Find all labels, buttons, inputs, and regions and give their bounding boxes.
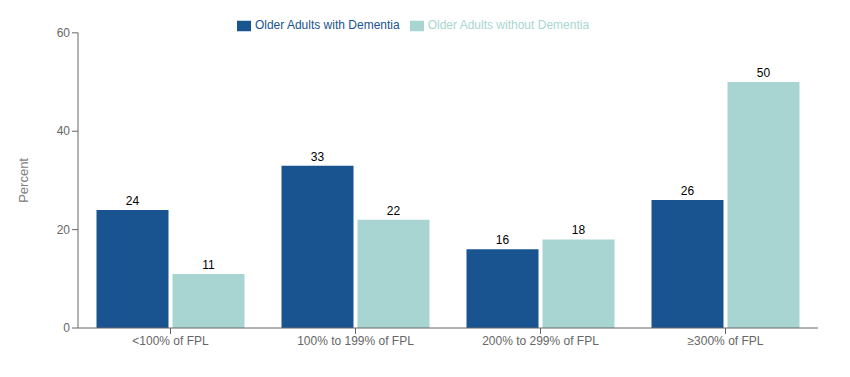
svg-text:33: 33: [311, 150, 325, 164]
svg-text:Percent: Percent: [16, 158, 31, 203]
svg-text:20: 20: [57, 223, 71, 237]
svg-text:200% to 299% of FPL: 200% to 299% of FPL: [482, 334, 599, 348]
svg-text:<100% of FPL: <100% of FPL: [132, 334, 209, 348]
svg-text:26: 26: [681, 184, 695, 198]
svg-text:16: 16: [496, 233, 510, 247]
svg-text:100% to 199% of FPL: 100% to 199% of FPL: [297, 334, 414, 348]
svg-text:0: 0: [63, 321, 70, 335]
svg-text:40: 40: [57, 124, 71, 138]
html-text:Older Adults without Dementia: Older Adults without Dementia: [427, 18, 590, 32]
svg-text:11: 11: [202, 258, 215, 272]
svg-text:24: 24: [126, 194, 140, 208]
svg-text:60: 60: [57, 26, 71, 40]
svg-text:22: 22: [387, 204, 401, 218]
html-text:Older Adults with Dementia: Older Adults with Dementia: [254, 18, 400, 32]
svg-text:50: 50: [757, 66, 771, 80]
svg-text:18: 18: [572, 223, 586, 237]
svg-text:≥300% of FPL: ≥300% of FPL: [688, 334, 764, 348]
